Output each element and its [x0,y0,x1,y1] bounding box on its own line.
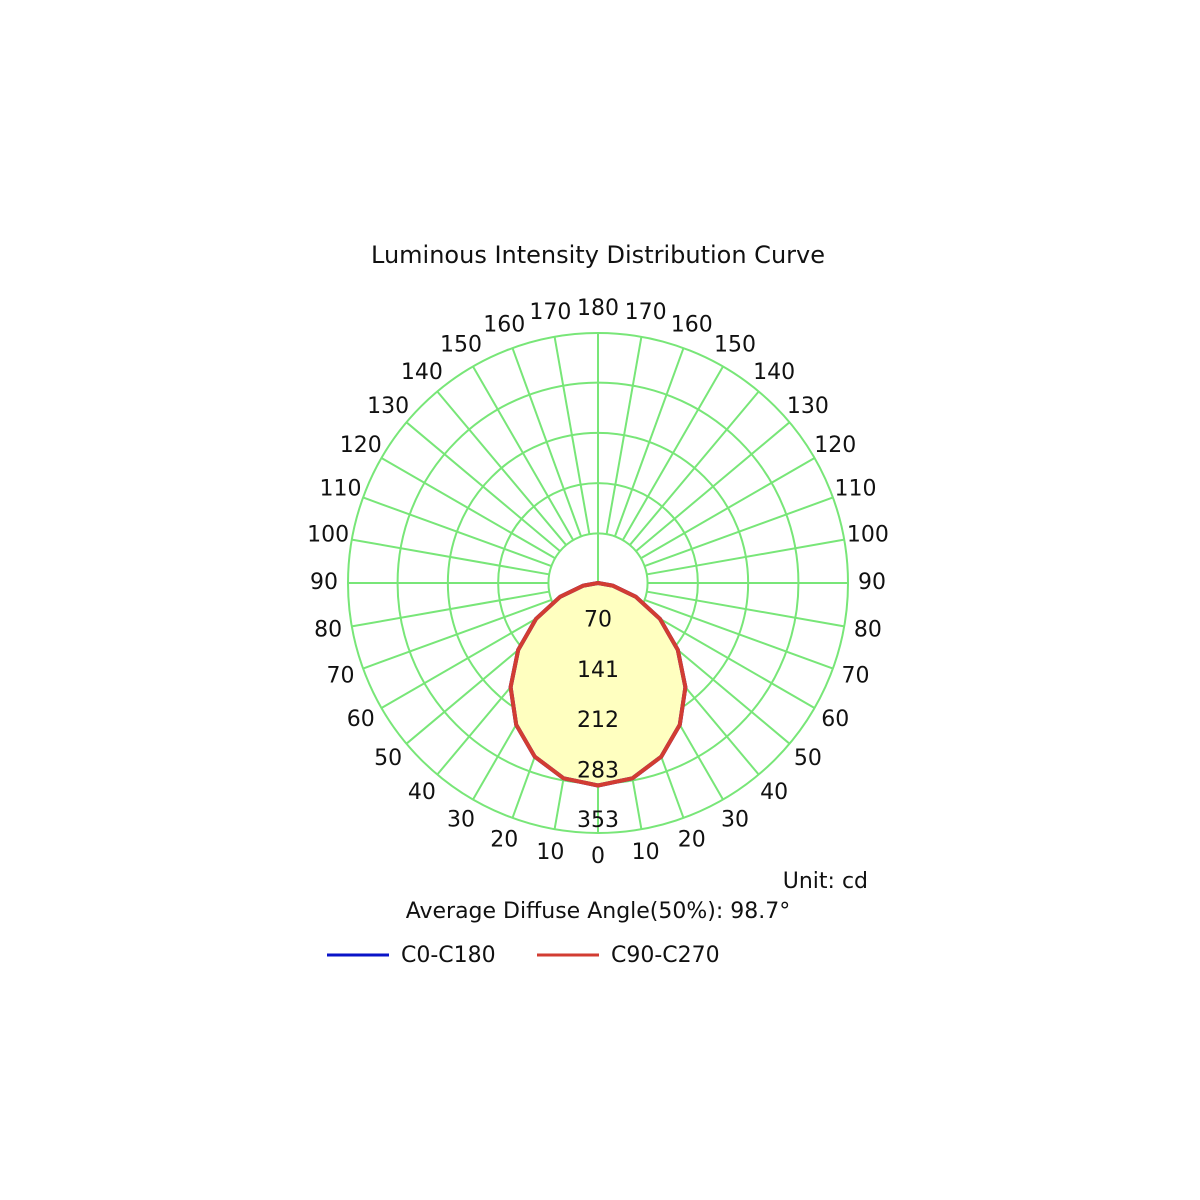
angle-tick-label: 50 [374,746,402,771]
grid-spoke [629,390,760,546]
radial-tick-label: 141 [577,658,619,683]
grid-spoke [380,607,556,709]
grid-spoke [605,336,643,534]
angle-tick-label: 120 [814,433,856,458]
angle-tick-label: 160 [671,313,713,338]
chart-title: Luminous Intensity Distribution Curve [371,241,825,269]
radial-tick-label: 70 [584,608,612,633]
grid-spoke [647,538,845,576]
angle-tick-label: 150 [714,333,756,358]
angle-tick-label: 40 [408,780,436,805]
grid-spoke [635,421,791,552]
angle-tick-label: 40 [760,780,788,805]
angle-tick-label: 120 [340,433,382,458]
annotation: Average Diffuse Angle(50%): 98.7° [406,899,791,924]
angle-tick-label: 130 [367,394,409,419]
angle-tick-label: 30 [721,807,749,832]
angle-tick-label: 100 [847,522,889,547]
grid-spoke [472,365,574,541]
grid-spoke [511,347,582,537]
angle-tick-label: 60 [347,707,375,732]
angle-tick-label: 130 [787,394,829,419]
angle-tick-label: 50 [794,746,822,771]
angle-tick-label: 140 [401,360,443,385]
grid-spoke [436,390,567,546]
area [510,583,686,786]
angle-tick-label: 100 [307,522,349,547]
grid-spoke [405,421,561,552]
grid-spoke [640,457,816,559]
angle-tick-label: 10 [536,840,564,865]
angle-tick-label: 10 [632,840,660,865]
angle-tick-label: 140 [753,360,795,385]
angle-tick-label: 30 [447,807,475,832]
angle-tick-label: 90 [310,570,338,595]
grid-spoke [362,599,552,670]
angle-tick-label: 70 [841,664,869,689]
angle-tick-label: 0 [591,844,605,869]
angle-tick-label: 20 [490,827,518,852]
angle-tick-label: 110 [320,476,362,501]
grid-spoke [351,590,549,628]
grid-spoke [362,496,552,567]
angle-tick-label: 170 [625,300,667,325]
grid-spoke [622,365,724,541]
angle-tick-label: 170 [529,300,571,325]
grid-spoke [553,336,591,534]
radial-tick-label: 212 [577,708,619,733]
grid-spoke [644,496,834,567]
grid-spoke [351,538,549,576]
angle-tick-label: 60 [821,707,849,732]
angle-tick-label: 90 [858,570,886,595]
angle-tick-label: 70 [327,664,355,689]
unit-label: Unit: cd [783,869,868,894]
angle-tick-label: 110 [834,476,876,501]
plot [508,581,688,788]
angle-tick-label: 150 [440,333,482,358]
grid-spoke [640,607,816,709]
angle-tick-label: 160 [483,313,525,338]
angle-tick-label: 80 [854,618,882,643]
grid-spoke [614,347,685,537]
legend-label: C0-C180 [401,943,496,968]
angle-tick-label: 180 [577,296,619,321]
grid-spoke [647,590,845,628]
radial-tick-label: 283 [577,758,619,783]
grid-spoke [380,457,556,559]
grid-spoke [644,599,834,670]
curve [508,581,688,788]
angle-tick-label: 80 [314,618,342,643]
angle-tick-label: 20 [678,827,706,852]
radial-tick-label: 353 [577,808,619,833]
legend-label: C90-C270 [611,943,720,968]
legend: C0-C180 C90-C270 [327,943,720,968]
